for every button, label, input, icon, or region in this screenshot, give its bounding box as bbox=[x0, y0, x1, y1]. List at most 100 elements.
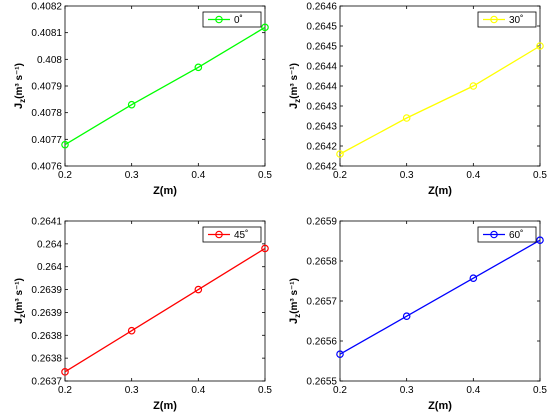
x-tick-label: 0.5 bbox=[258, 170, 272, 181]
y-axis-label-main: J bbox=[13, 318, 25, 324]
y-axis-label: Jz(m³ s⁻¹) bbox=[13, 63, 27, 109]
x-tick-label: 0.3 bbox=[125, 385, 139, 396]
x-tick-label: 0.5 bbox=[258, 385, 272, 396]
legend-marker-swatch bbox=[215, 230, 223, 239]
series-line-0 bbox=[339, 45, 541, 155]
y-axis-label-unit: (m³ s⁻¹) bbox=[14, 63, 25, 99]
data-point-marker bbox=[536, 236, 544, 245]
data-point-marker bbox=[536, 42, 544, 50]
y-tick-label: 0.2639 bbox=[31, 285, 62, 296]
y-axis-label-unit: (m³ s⁻¹) bbox=[289, 278, 300, 314]
y-tick-label: 0.2637 bbox=[31, 377, 62, 388]
y-tick-label: 0.2656 bbox=[306, 337, 337, 348]
data-point-marker bbox=[127, 326, 136, 335]
y-tick-label: 0.2641 bbox=[31, 217, 62, 228]
y-tick-label: 0.2638 bbox=[31, 354, 62, 365]
series-line-0 bbox=[64, 26, 266, 146]
y-tick-label: 0.2638 bbox=[31, 331, 62, 342]
x-tick-label: 0.3 bbox=[400, 170, 414, 181]
legend-marker-swatch bbox=[490, 15, 498, 24]
y-tick-label: 0.264 bbox=[37, 262, 62, 273]
y-tick-label: 0.4082 bbox=[31, 2, 62, 13]
series-line-0 bbox=[64, 247, 266, 373]
plot-area bbox=[339, 220, 541, 382]
y-tick-label: 0.2643 bbox=[306, 102, 337, 113]
x-tick-label: 0.4 bbox=[466, 385, 480, 396]
legend-label: 45˚ bbox=[234, 229, 248, 241]
data-point-marker bbox=[127, 100, 136, 109]
data-point-marker bbox=[336, 150, 344, 158]
y-tick-label: 0.2655 bbox=[306, 377, 337, 388]
data-point-marker bbox=[194, 63, 203, 72]
data-point-marker bbox=[402, 114, 411, 122]
legend-box bbox=[202, 11, 262, 28]
y-axis-label-main: J bbox=[288, 103, 300, 109]
y-tick-label: 0.2658 bbox=[306, 257, 337, 268]
data-point-marker bbox=[261, 244, 269, 253]
x-tick-label: 0.2 bbox=[58, 170, 72, 181]
legend: 45˚ bbox=[202, 226, 262, 243]
y-tick-label: 0.2645 bbox=[306, 22, 337, 33]
data-point-marker bbox=[469, 274, 478, 283]
y-axis-label-unit: (m³ s⁻¹) bbox=[14, 278, 25, 314]
x-tick-label: 0.3 bbox=[400, 385, 414, 396]
legend: 60˚ bbox=[477, 226, 537, 243]
x-axis-label: Z(m) bbox=[428, 400, 452, 412]
y-axis-label-subscript: z bbox=[293, 314, 302, 318]
y-tick-label: 0.2657 bbox=[306, 297, 337, 308]
y-tick-label: 0.2642 bbox=[306, 162, 337, 173]
y-tick-label: 0.264 bbox=[37, 239, 62, 250]
y-axis-label-subscript: z bbox=[18, 99, 27, 103]
x-tick-label: 0.3 bbox=[125, 170, 139, 181]
chart-panel-2: 0.2 0.3 0.4 0.5 0.2637 0.2638 0.2638 0.2639 0.26… bbox=[13, 217, 272, 413]
legend-label: 30˚ bbox=[509, 14, 523, 26]
x-tick-label: 0.2 bbox=[333, 170, 347, 181]
y-tick-label: 0.2645 bbox=[306, 42, 337, 53]
legend-label: 60˚ bbox=[509, 229, 523, 241]
x-tick-label: 0.4 bbox=[191, 170, 205, 181]
y-axis-label-subscript: z bbox=[18, 314, 27, 318]
legend-marker-swatch bbox=[490, 230, 498, 239]
y-tick-label: 0.4079 bbox=[31, 82, 62, 93]
legend-box bbox=[202, 226, 262, 243]
y-tick-label: 0.2642 bbox=[306, 142, 337, 153]
chart-panel-0: 0.2 0.3 0.4 0.5 0.4076 0.4077 0.4078 0.4079 0.40… bbox=[13, 2, 272, 198]
chart-panel-3: 0.2 0.3 0.4 0.5 0.2655 0.2656 0.2657 0.2658 0.26… bbox=[288, 217, 547, 413]
x-tick-label: 0.4 bbox=[191, 385, 205, 396]
data-point-marker bbox=[194, 285, 203, 294]
y-axis-label: Jz(m³ s⁻¹) bbox=[13, 278, 27, 324]
x-tick-label: 0.5 bbox=[533, 385, 547, 396]
plot-area bbox=[64, 220, 266, 382]
y-axis-label: Jz(m³ s⁻¹) bbox=[288, 63, 302, 109]
y-tick-label: 0.2644 bbox=[306, 62, 337, 73]
y-tick-label: 0.4077 bbox=[31, 135, 62, 146]
plot-area bbox=[339, 5, 541, 167]
y-axis-label-unit: (m³ s⁻¹) bbox=[289, 63, 300, 99]
legend-box bbox=[477, 226, 537, 243]
y-axis-label-main: J bbox=[13, 103, 25, 109]
y-axis-label-subscript: z bbox=[293, 99, 302, 103]
y-axis-label: Jz(m³ s⁻¹) bbox=[288, 278, 302, 324]
x-axis-label: Z(m) bbox=[153, 185, 177, 197]
y-axis-label-main: J bbox=[288, 318, 300, 324]
data-point-marker bbox=[261, 23, 269, 32]
data-point-marker bbox=[402, 312, 411, 321]
y-tick-label: 0.2639 bbox=[31, 308, 62, 319]
x-tick-label: 0.4 bbox=[466, 170, 480, 181]
y-tick-label: 0.4078 bbox=[31, 108, 62, 119]
y-tick-label: 0.408 bbox=[37, 55, 62, 66]
chart-panel-1: 0.2 0.3 0.4 0.5 0.2642 0.2642 0.2643 0.2643 0.26… bbox=[288, 2, 547, 198]
x-tick-label: 0.2 bbox=[58, 385, 72, 396]
series-line-0 bbox=[339, 239, 541, 355]
legend-box bbox=[477, 11, 537, 28]
x-tick-label: 0.5 bbox=[533, 170, 547, 181]
legend: 0˚ bbox=[202, 11, 262, 28]
legend-marker-swatch bbox=[215, 15, 223, 24]
data-point-marker bbox=[469, 82, 478, 90]
y-tick-label: 0.2643 bbox=[306, 122, 337, 133]
legend: 30˚ bbox=[477, 11, 537, 28]
x-tick-label: 0.2 bbox=[333, 385, 347, 396]
data-point-marker bbox=[61, 140, 69, 149]
data-point-marker bbox=[61, 368, 69, 376]
